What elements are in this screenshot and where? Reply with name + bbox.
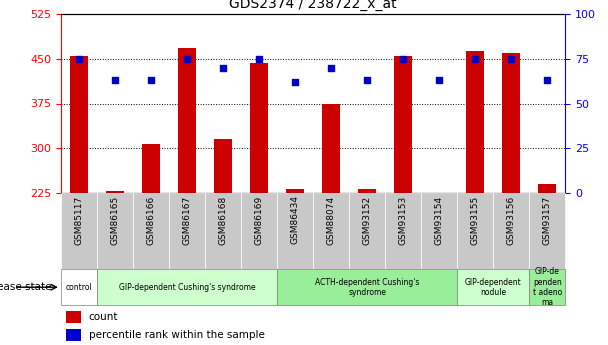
Bar bbox=[241, 193, 277, 269]
Text: GSM93153: GSM93153 bbox=[399, 196, 408, 245]
Text: GSM85117: GSM85117 bbox=[74, 196, 83, 245]
Text: GSM86166: GSM86166 bbox=[147, 196, 156, 245]
Bar bbox=[169, 193, 205, 269]
Bar bbox=[97, 269, 277, 305]
Bar bbox=[385, 193, 421, 269]
Point bbox=[471, 56, 480, 61]
Bar bbox=[466, 51, 485, 193]
Text: GSM86165: GSM86165 bbox=[111, 196, 119, 245]
Bar bbox=[394, 56, 412, 193]
Text: GSM86434: GSM86434 bbox=[291, 196, 300, 245]
Text: GIP-dependent
nodule: GIP-dependent nodule bbox=[465, 277, 522, 297]
Text: disease state: disease state bbox=[0, 282, 52, 292]
Bar bbox=[277, 193, 313, 269]
Bar bbox=[61, 193, 97, 269]
Point bbox=[218, 65, 228, 70]
Bar bbox=[286, 189, 304, 193]
Point bbox=[254, 56, 264, 61]
Point bbox=[435, 77, 444, 83]
Text: GSM93157: GSM93157 bbox=[543, 196, 552, 245]
Bar bbox=[142, 144, 160, 193]
Bar bbox=[70, 56, 88, 193]
Text: GSM93152: GSM93152 bbox=[363, 196, 371, 245]
Bar bbox=[106, 191, 124, 193]
Bar bbox=[358, 189, 376, 193]
Text: GSM93156: GSM93156 bbox=[507, 196, 516, 245]
Text: control: control bbox=[66, 283, 92, 292]
Bar bbox=[322, 104, 340, 193]
Bar bbox=[205, 193, 241, 269]
Bar bbox=[66, 311, 81, 323]
Bar bbox=[430, 193, 448, 195]
Bar bbox=[421, 193, 457, 269]
Bar bbox=[539, 184, 556, 193]
Bar bbox=[502, 53, 520, 193]
Bar bbox=[313, 193, 349, 269]
Bar bbox=[530, 269, 565, 305]
Point bbox=[398, 56, 408, 61]
Point bbox=[542, 77, 552, 83]
Text: count: count bbox=[89, 312, 118, 322]
Point bbox=[506, 56, 516, 61]
Bar bbox=[530, 193, 565, 269]
Text: GSM93154: GSM93154 bbox=[435, 196, 444, 245]
Point bbox=[182, 56, 192, 61]
Text: percentile rank within the sample: percentile rank within the sample bbox=[89, 330, 264, 340]
Text: GIP-de
penden
t adeno
ma: GIP-de penden t adeno ma bbox=[533, 267, 562, 307]
Text: GIP-dependent Cushing's syndrome: GIP-dependent Cushing's syndrome bbox=[119, 283, 255, 292]
Bar bbox=[97, 193, 133, 269]
Bar bbox=[250, 63, 268, 193]
Point bbox=[146, 77, 156, 83]
Bar bbox=[457, 269, 530, 305]
Bar bbox=[66, 329, 81, 341]
Bar bbox=[493, 193, 530, 269]
Bar bbox=[178, 48, 196, 193]
Text: GSM86167: GSM86167 bbox=[182, 196, 192, 245]
Point bbox=[362, 77, 372, 83]
Bar bbox=[61, 269, 97, 305]
Text: ACTH-dependent Cushing's
syndrome: ACTH-dependent Cushing's syndrome bbox=[315, 277, 420, 297]
Point bbox=[290, 79, 300, 85]
Bar bbox=[133, 193, 169, 269]
Bar bbox=[214, 139, 232, 193]
Text: GSM86168: GSM86168 bbox=[218, 196, 227, 245]
Title: GDS2374 / 238722_x_at: GDS2374 / 238722_x_at bbox=[229, 0, 397, 11]
Text: GSM88074: GSM88074 bbox=[326, 196, 336, 245]
Text: GSM93155: GSM93155 bbox=[471, 196, 480, 245]
Text: GSM86169: GSM86169 bbox=[255, 196, 263, 245]
Point bbox=[74, 56, 84, 61]
Point bbox=[326, 65, 336, 70]
Bar bbox=[349, 193, 385, 269]
Bar bbox=[457, 193, 493, 269]
Bar bbox=[277, 269, 457, 305]
Point bbox=[110, 77, 120, 83]
